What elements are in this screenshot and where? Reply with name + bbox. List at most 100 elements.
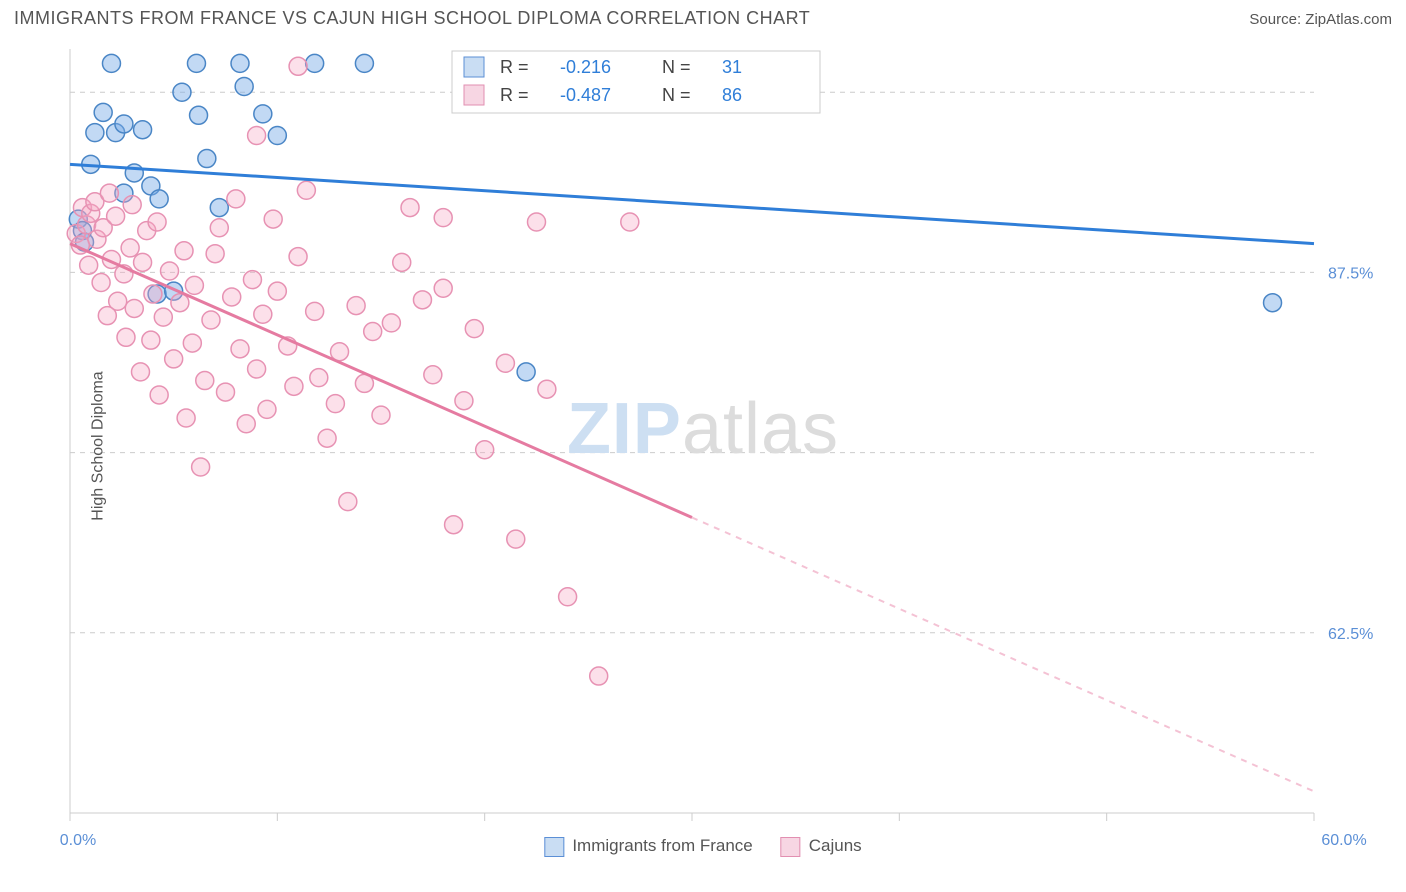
data-point-france <box>268 126 286 144</box>
data-point-cajuns <box>107 207 125 225</box>
data-point-cajuns <box>289 57 307 75</box>
data-point-cajuns <box>264 210 282 228</box>
data-point-france <box>355 54 373 72</box>
data-point-france <box>102 54 120 72</box>
data-point-france <box>187 54 205 72</box>
data-point-cajuns <box>538 380 556 398</box>
data-point-cajuns <box>258 400 276 418</box>
data-point-cajuns <box>434 279 452 297</box>
data-point-cajuns <box>134 253 152 271</box>
data-point-cajuns <box>92 274 110 292</box>
stats-n-value: 31 <box>722 57 742 77</box>
data-point-cajuns <box>248 126 266 144</box>
stats-r-label: R = <box>500 57 529 77</box>
chart-container: High School Diploma 62.5%87.5%0.0%60.0%R… <box>14 31 1392 861</box>
data-point-cajuns <box>455 392 473 410</box>
data-point-cajuns <box>142 331 160 349</box>
data-point-cajuns <box>382 314 400 332</box>
stats-n-label: N = <box>662 85 691 105</box>
data-point-france <box>1264 294 1282 312</box>
data-point-cajuns <box>401 199 419 217</box>
data-point-cajuns <box>528 213 546 231</box>
stats-r-label: R = <box>500 85 529 105</box>
data-point-cajuns <box>590 667 608 685</box>
data-point-cajuns <box>318 429 336 447</box>
stats-n-value: 86 <box>722 85 742 105</box>
data-point-cajuns <box>148 213 166 231</box>
legend-label: Cajuns <box>809 836 862 855</box>
stats-swatch-france <box>464 57 484 77</box>
data-point-france <box>235 77 253 95</box>
legend-swatch-france <box>544 837 564 857</box>
data-point-france <box>306 54 324 72</box>
trendline-france <box>70 164 1314 243</box>
data-point-cajuns <box>223 288 241 306</box>
data-point-france <box>198 150 216 168</box>
data-point-cajuns <box>80 256 98 274</box>
y-axis-label: High School Diploma <box>90 371 108 520</box>
data-point-cajuns <box>393 253 411 271</box>
data-point-cajuns <box>347 297 365 315</box>
data-point-france <box>190 106 208 124</box>
data-point-cajuns <box>196 372 214 390</box>
scatter-chart: 62.5%87.5%0.0%60.0%R =-0.216N =31R =-0.4… <box>14 31 1392 861</box>
data-point-cajuns <box>424 366 442 384</box>
x-tick-label: 60.0% <box>1321 832 1366 849</box>
legend-label: Immigrants from France <box>572 836 752 855</box>
data-point-france <box>254 105 272 123</box>
data-point-cajuns <box>476 441 494 459</box>
data-point-cajuns <box>227 190 245 208</box>
data-point-cajuns <box>177 409 195 427</box>
data-point-france <box>210 199 228 217</box>
source-name: ZipAtlas.com <box>1305 11 1392 28</box>
data-point-cajuns <box>465 320 483 338</box>
chart-title: IMMIGRANTS FROM FRANCE VS CAJUN HIGH SCH… <box>14 8 810 29</box>
data-point-france <box>86 124 104 142</box>
data-point-france <box>94 103 112 121</box>
data-point-cajuns <box>559 588 577 606</box>
data-point-cajuns <box>326 395 344 413</box>
header: IMMIGRANTS FROM FRANCE VS CAJUN HIGH SCH… <box>0 0 1406 31</box>
data-point-cajuns <box>150 386 168 404</box>
data-point-cajuns <box>413 291 431 309</box>
data-point-cajuns <box>183 334 201 352</box>
data-point-france <box>150 190 168 208</box>
data-point-cajuns <box>171 294 189 312</box>
data-point-cajuns <box>496 354 514 372</box>
data-point-cajuns <box>175 242 193 260</box>
y-tick-label: 62.5% <box>1328 626 1373 643</box>
data-point-cajuns <box>123 196 141 214</box>
legend-item-france: Immigrants from France <box>544 836 752 857</box>
data-point-cajuns <box>210 219 228 237</box>
data-point-cajuns <box>372 406 390 424</box>
data-point-cajuns <box>289 248 307 266</box>
legend: Immigrants from France Cajuns <box>544 836 861 857</box>
data-point-cajuns <box>306 302 324 320</box>
data-point-france <box>517 363 535 381</box>
data-point-cajuns <box>161 262 179 280</box>
data-point-cajuns <box>121 239 139 257</box>
source-prefix: Source: <box>1249 11 1305 28</box>
data-point-cajuns <box>248 360 266 378</box>
legend-swatch-cajuns <box>781 837 801 857</box>
data-point-cajuns <box>268 282 286 300</box>
stats-r-value: -0.487 <box>560 85 611 105</box>
trendline-cajuns <box>70 244 692 518</box>
data-point-cajuns <box>231 340 249 358</box>
data-point-france <box>173 83 191 101</box>
legend-item-cajuns: Cajuns <box>781 836 862 857</box>
data-point-cajuns <box>192 458 210 476</box>
data-point-cajuns <box>206 245 224 263</box>
data-point-cajuns <box>254 305 272 323</box>
data-point-france <box>231 54 249 72</box>
data-point-cajuns <box>125 299 143 317</box>
y-tick-label: 87.5% <box>1328 265 1373 282</box>
data-point-france <box>115 115 133 133</box>
data-point-cajuns <box>507 530 525 548</box>
x-tick-label: 0.0% <box>60 832 96 849</box>
data-point-cajuns <box>117 328 135 346</box>
source-attribution: Source: ZipAtlas.com <box>1249 11 1392 28</box>
data-point-cajuns <box>131 363 149 381</box>
stats-swatch-cajuns <box>464 85 484 105</box>
trendline-cajuns-extrapolated <box>692 517 1314 791</box>
